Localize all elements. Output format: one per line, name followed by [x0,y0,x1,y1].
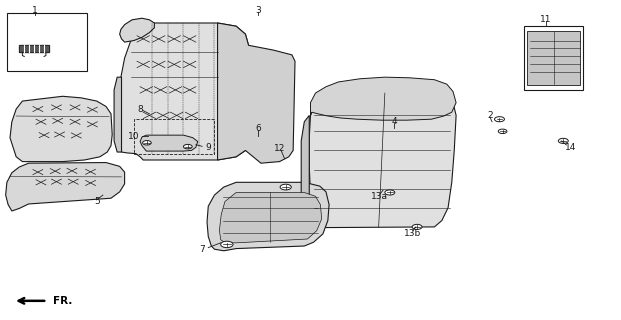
Polygon shape [120,18,155,42]
Circle shape [558,138,568,143]
Text: 11: 11 [540,15,551,24]
Circle shape [183,144,192,149]
Text: 1: 1 [32,6,38,15]
Circle shape [494,117,504,122]
Text: 6: 6 [255,124,261,132]
Polygon shape [217,23,295,163]
Bar [524,26,583,90]
Polygon shape [140,135,197,151]
Bar [7,13,88,71]
Text: 5: 5 [94,197,99,206]
Polygon shape [207,182,329,251]
Text: 7: 7 [199,245,205,254]
Polygon shape [310,77,456,120]
Polygon shape [19,45,49,52]
Polygon shape [219,193,322,243]
Text: 9: 9 [206,143,211,152]
Text: 10: 10 [128,132,140,140]
Text: 14: 14 [565,143,576,152]
Polygon shape [117,23,248,160]
Text: 13a: 13a [371,192,388,201]
Polygon shape [6,163,125,211]
Bar [134,119,214,154]
Polygon shape [309,93,456,228]
Circle shape [280,184,291,190]
Circle shape [498,129,507,133]
Polygon shape [114,77,122,152]
Text: 12: 12 [274,144,285,153]
Circle shape [143,140,152,145]
Circle shape [385,190,395,195]
Text: FR.: FR. [53,296,73,306]
Text: 13b: 13b [404,229,422,238]
Text: 8: 8 [137,105,143,114]
Bar [527,31,580,85]
Text: 4: 4 [391,117,397,126]
Text: 3: 3 [255,6,261,15]
Text: 2: 2 [487,111,493,120]
Polygon shape [301,116,309,227]
Polygon shape [10,96,112,162]
Circle shape [220,241,233,248]
Circle shape [412,224,422,229]
